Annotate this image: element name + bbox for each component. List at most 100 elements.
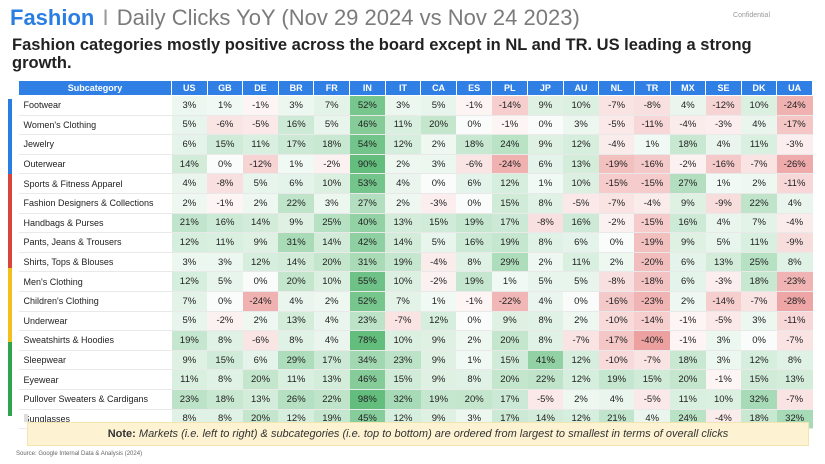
cell-ua: -7% bbox=[776, 330, 813, 351]
cell-ca: 1% bbox=[420, 291, 457, 312]
cell-jp: 22% bbox=[527, 369, 564, 390]
side-bar-red bbox=[8, 174, 12, 268]
cell-us: 21% bbox=[171, 213, 208, 234]
cell-es: 8% bbox=[456, 369, 492, 390]
cell-us: 4% bbox=[171, 173, 208, 194]
cell-tr: -19% bbox=[634, 232, 671, 253]
cell-us: 12% bbox=[171, 271, 208, 292]
cell-it: 7% bbox=[385, 291, 421, 312]
cell-mx: 6% bbox=[670, 252, 706, 273]
cell-jp: 9% bbox=[527, 95, 564, 116]
table-row: Women's Clothing 5% -6% -5% 16% 5% 46% 11% 20% 0%… bbox=[18, 115, 813, 136]
cell-ca: 9% bbox=[420, 350, 457, 371]
cell-br: 26% bbox=[278, 389, 314, 410]
column-header-au: AU bbox=[562, 80, 600, 96]
cell-gb: 8% bbox=[207, 330, 243, 351]
cell-es: 0% bbox=[456, 193, 492, 214]
cell-ua: -24% bbox=[776, 95, 813, 116]
cell-tr: -20% bbox=[634, 252, 671, 273]
cell-gb: 11% bbox=[207, 232, 243, 253]
column-header-jp: JP bbox=[527, 80, 564, 96]
cell-in: 53% bbox=[349, 173, 386, 194]
table-row: Pullover Sweaters & Cardigans 23% 18% 13% 26… bbox=[18, 389, 813, 410]
cell-us: 9% bbox=[171, 350, 208, 371]
cell-fr: 13% bbox=[313, 369, 350, 390]
row-label: Fashion Designers & Collections bbox=[18, 193, 172, 214]
cell-it: 23% bbox=[385, 350, 421, 371]
cell-gb: 0% bbox=[207, 154, 243, 175]
column-header-mx: MX bbox=[669, 80, 707, 96]
cell-mx: -1% bbox=[670, 311, 706, 332]
cell-br: 4% bbox=[278, 291, 314, 312]
cell-es: 18% bbox=[456, 134, 492, 155]
cell-jp: 8% bbox=[527, 311, 564, 332]
cell-pl: 19% bbox=[491, 232, 528, 253]
cell-br: 17% bbox=[278, 134, 314, 155]
cell-mx: 2% bbox=[670, 291, 706, 312]
cell-in: 46% bbox=[349, 369, 386, 390]
cell-jp: 4% bbox=[527, 291, 564, 312]
cell-gb: -8% bbox=[207, 173, 243, 194]
cell-br: 31% bbox=[278, 232, 314, 253]
cell-gb: 8% bbox=[207, 369, 243, 390]
table-row: Eyewear 11% 8% 20% 11% 13% 46% 15% 9% 8% 20% 22% 12%… bbox=[18, 369, 813, 390]
cell-dk: 3% bbox=[741, 311, 777, 332]
cell-in: 40% bbox=[349, 213, 386, 234]
cell-au: -7% bbox=[563, 330, 599, 351]
cell-pl: 29% bbox=[491, 252, 528, 273]
cell-ua: -28% bbox=[776, 291, 813, 312]
table-row: Men's Clothing 12% 5% 0% 20% 10% 55% 10% -2% 19% 1… bbox=[18, 271, 813, 292]
cell-nl: -15% bbox=[598, 173, 635, 194]
cell-gb: -2% bbox=[207, 311, 243, 332]
cell-in: 98% bbox=[349, 389, 386, 410]
page-title: Fashion I Daily Clicks YoY (Nov 29 2024 … bbox=[10, 5, 580, 31]
table-row: Sleepwear 9% 15% 6% 29% 17% 34% 23% 9% 1% 15% 41% 12… bbox=[18, 350, 813, 371]
cell-pl: 20% bbox=[491, 330, 528, 351]
cell-de: 11% bbox=[242, 134, 279, 155]
cell-br: 1% bbox=[278, 154, 314, 175]
cell-pl: 20% bbox=[491, 369, 528, 390]
cell-it: 2% bbox=[385, 154, 421, 175]
cell-mx: -1% bbox=[670, 330, 706, 351]
cell-gb: 5% bbox=[207, 271, 243, 292]
cell-ca: 0% bbox=[420, 173, 457, 194]
cell-dk: 2% bbox=[741, 173, 777, 194]
cell-au: 0% bbox=[563, 291, 599, 312]
cell-tr: -15% bbox=[634, 213, 671, 234]
cell-ca: 9% bbox=[420, 369, 457, 390]
cell-se: 4% bbox=[705, 213, 742, 234]
column-header-nl: NL bbox=[598, 80, 635, 96]
table-row: Pants, Jeans & Trousers 12% 11% 9% 31% 14% 42%… bbox=[18, 232, 813, 253]
cell-jp: 8% bbox=[527, 193, 564, 214]
row-label: Sleepwear bbox=[18, 350, 172, 371]
cell-au: 2% bbox=[563, 311, 599, 332]
column-header-br: BR bbox=[277, 80, 315, 96]
cell-gb: 15% bbox=[207, 350, 243, 371]
cell-au: 11% bbox=[563, 252, 599, 273]
cell-se: -14% bbox=[705, 291, 742, 312]
cell-pl: 15% bbox=[491, 350, 528, 371]
cell-se: 10% bbox=[705, 389, 742, 410]
cell-in: 27% bbox=[349, 193, 386, 214]
cell-it: -7% bbox=[385, 311, 421, 332]
cell-nl: -19% bbox=[598, 154, 635, 175]
cell-nl: -16% bbox=[598, 291, 635, 312]
cell-br: 11% bbox=[278, 369, 314, 390]
cell-de: 2% bbox=[242, 311, 279, 332]
cell-pl: 24% bbox=[491, 134, 528, 155]
cell-de: 0% bbox=[242, 271, 279, 292]
cell-fr: 7% bbox=[313, 95, 350, 116]
cell-tr: -16% bbox=[634, 154, 671, 175]
cell-jp: 8% bbox=[527, 330, 564, 351]
cell-jp: -8% bbox=[527, 213, 564, 234]
row-label: Handbags & Purses bbox=[18, 213, 172, 234]
row-label: Shirts, Tops & Blouses bbox=[18, 252, 172, 273]
cell-br: 16% bbox=[278, 115, 314, 136]
cell-in: 55% bbox=[349, 271, 386, 292]
cell-nl: -17% bbox=[598, 330, 635, 351]
table-row: Shirts, Tops & Blouses 3% 3% 12% 14% 20% 31% 19… bbox=[18, 252, 813, 273]
cell-br: 20% bbox=[278, 271, 314, 292]
cell-ua: 4% bbox=[776, 193, 813, 214]
cell-jp: 9% bbox=[527, 134, 564, 155]
cell-nl: -7% bbox=[598, 193, 635, 214]
